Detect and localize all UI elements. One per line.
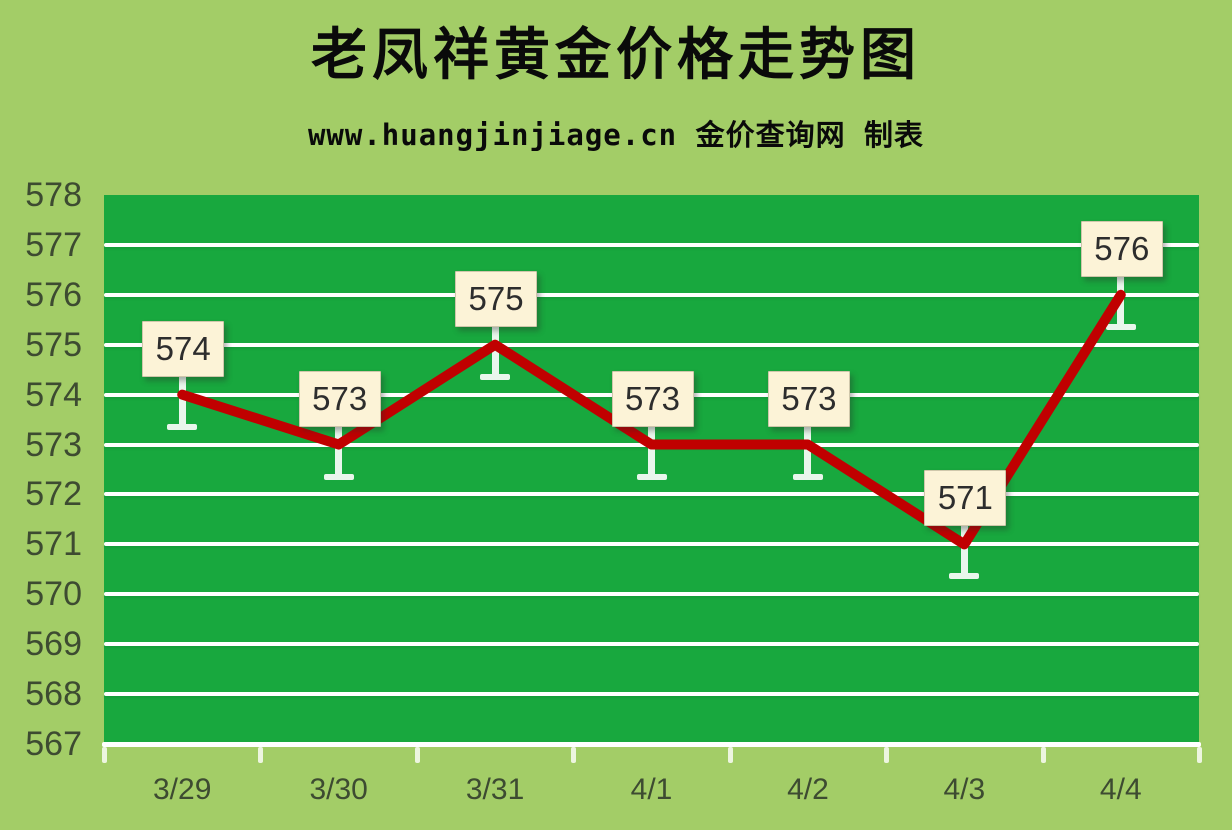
y-axis-tick-label: 568 <box>25 675 82 714</box>
x-axis-tick <box>1197 747 1202 763</box>
y-axis-tick-label: 571 <box>25 525 82 564</box>
x-axis-line <box>102 742 1201 747</box>
label-leader-stem <box>960 524 968 577</box>
label-leader-cap <box>636 473 667 480</box>
x-axis-tick <box>1040 747 1046 763</box>
y-axis-tick-label: 569 <box>25 625 82 664</box>
x-axis-tick-label: 4/4 <box>1099 773 1142 806</box>
label-leader-stem <box>491 324 499 377</box>
x-axis-tick-label: 3/29 <box>153 773 212 806</box>
label-leader-cap <box>792 473 823 480</box>
x-axis-tick <box>102 747 107 763</box>
gridline <box>104 492 1199 497</box>
chart-subtitle: www.huangjinjiage.cn 金价查询网 制表 <box>307 118 925 152</box>
data-point-label: 576 <box>1080 220 1163 277</box>
data-point-label: 573 <box>611 370 694 427</box>
gridline <box>104 342 1199 347</box>
chart-title: 老凤祥黄金价格走势图 <box>311 25 921 87</box>
x-axis-tick <box>258 747 264 763</box>
y-axis-tick-label: 574 <box>25 375 82 414</box>
y-axis-tick-label: 567 <box>25 725 82 763</box>
label-leader-cap <box>1105 323 1136 330</box>
data-point-label: 575 <box>455 270 538 327</box>
x-axis-tick <box>884 747 890 763</box>
y-axis-tick-label: 570 <box>25 575 82 614</box>
y-axis-tick-label: 577 <box>25 225 82 264</box>
label-leader-stem <box>178 374 186 427</box>
gridline <box>104 292 1199 297</box>
x-axis-tick-label: 3/31 <box>465 773 525 806</box>
label-leader-cap <box>167 423 198 430</box>
y-axis-tick-label: 575 <box>25 325 82 364</box>
y-axis-tick-label: 576 <box>25 275 82 314</box>
label-leader-cap <box>949 573 980 580</box>
x-axis-tick-label: 4/3 <box>943 773 986 806</box>
label-leader-cap <box>323 473 354 480</box>
gridline <box>104 692 1199 697</box>
gridline <box>104 542 1199 547</box>
label-leader-stem <box>648 424 655 477</box>
x-axis-tick-label: 3/30 <box>309 773 368 806</box>
label-leader-stem <box>804 424 812 477</box>
y-axis-tick-label: 573 <box>25 425 82 464</box>
y-axis-tick-label: 578 <box>25 176 82 214</box>
gridline <box>104 592 1199 597</box>
label-leader-stem <box>335 424 343 477</box>
label-leader-stem <box>1117 274 1125 327</box>
x-axis-tick-label: 4/1 <box>630 773 673 806</box>
y-axis-tick-label: 572 <box>25 475 82 514</box>
gridline <box>104 642 1199 647</box>
data-point-label: 573 <box>767 370 850 427</box>
x-axis-tick <box>571 747 577 763</box>
label-leader-cap <box>480 373 511 380</box>
gridline <box>104 242 1199 247</box>
x-axis-tick-label: 4/2 <box>787 773 829 806</box>
x-axis-tick <box>727 747 733 763</box>
data-point-label: 571 <box>924 470 1007 527</box>
data-point-label: 574 <box>142 320 225 377</box>
x-axis-tick <box>414 747 420 763</box>
data-point-label: 573 <box>298 370 381 427</box>
